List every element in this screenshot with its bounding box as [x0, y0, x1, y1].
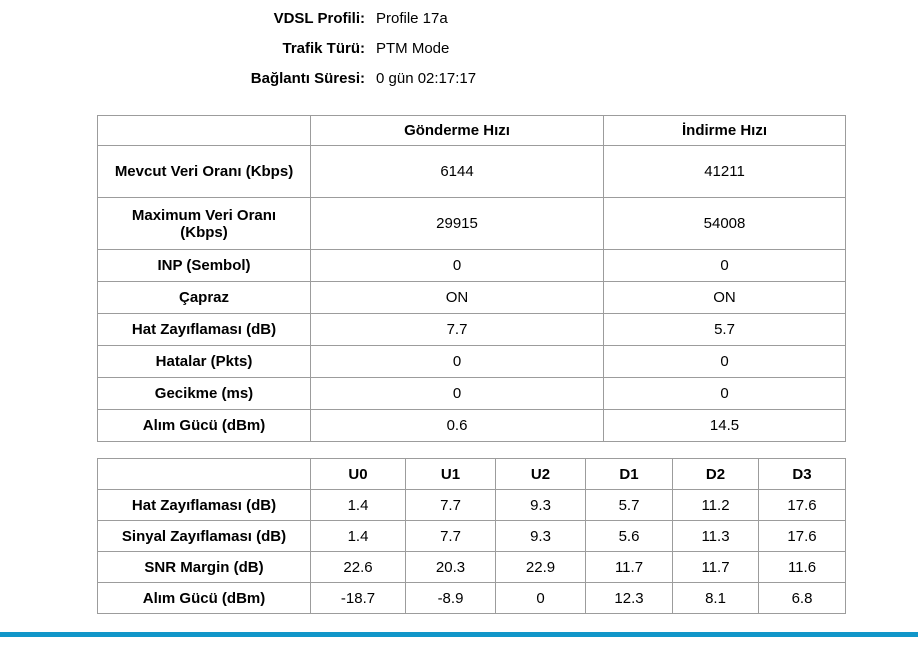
cell-value: 0 [310, 345, 604, 378]
column-header-empty [97, 458, 311, 490]
cell-value: 1.4 [310, 489, 406, 521]
cell-value: 5.6 [585, 520, 673, 552]
cell-value: 0 [603, 377, 846, 410]
info-row-traffic-type: Trafik Türü: PTM Mode [0, 33, 476, 63]
traffic-type-label: Trafik Türü: [282, 39, 365, 57]
row-label: SNR Margin (dB) [97, 551, 311, 583]
table-row: Sinyal Zayıflaması (dB) 1.4 7.7 9.3 5.6 … [97, 520, 846, 552]
cell-value: 0 [603, 249, 846, 282]
cell-value: 17.6 [758, 520, 846, 552]
table-row: Çapraz ON ON [97, 281, 846, 314]
column-header-empty [97, 115, 311, 146]
row-label: Maximum Veri Oranı (Kbps) [97, 197, 311, 250]
cell-value: 22.6 [310, 551, 406, 583]
connection-info: VDSL Profili: Profile 17a Trafik Türü: P… [0, 3, 476, 93]
cell-value: 20.3 [405, 551, 496, 583]
table-row: Gecikme (ms) 0 0 [97, 377, 846, 410]
cell-value: 9.3 [495, 489, 586, 521]
table-row: Hat Zayıflaması (dB) 7.7 5.7 [97, 313, 846, 346]
column-header-u2: U2 [495, 458, 586, 490]
band-table-header-row: U0 U1 U2 D1 D2 D3 [97, 458, 846, 490]
cell-value: 7.7 [310, 313, 604, 346]
cell-value: 5.7 [603, 313, 846, 346]
cell-value: 5.7 [585, 489, 673, 521]
column-header-upload: Gönderme Hızı [310, 115, 604, 146]
row-label: Hat Zayıflaması (dB) [97, 489, 311, 521]
cell-value: 0 [310, 377, 604, 410]
cell-value: -8.9 [405, 582, 496, 614]
cell-value: 0 [495, 582, 586, 614]
table-row: Alım Gücü (dBm) 0.6 14.5 [97, 409, 846, 442]
column-header-d3: D3 [758, 458, 846, 490]
table-row: Hatalar (Pkts) 0 0 [97, 345, 846, 378]
cell-value: 0.6 [310, 409, 604, 442]
cell-value: 0 [603, 345, 846, 378]
cell-value: 7.7 [405, 489, 496, 521]
cell-value: 6144 [310, 145, 604, 198]
cell-value: 11.3 [672, 520, 759, 552]
row-label: Hatalar (Pkts) [97, 345, 311, 378]
cell-value: 11.7 [672, 551, 759, 583]
info-row-vdsl-profile: VDSL Profili: Profile 17a [0, 3, 476, 33]
cell-value: 17.6 [758, 489, 846, 521]
band-table: U0 U1 U2 D1 D2 D3 Hat Zayıflaması (dB) 1… [97, 458, 846, 614]
vdsl-profile-value: Profile 17a [376, 9, 448, 27]
connection-time-value: 0 gün 02:17:17 [376, 69, 477, 87]
cell-value: ON [603, 281, 846, 314]
cell-value: 14.5 [603, 409, 846, 442]
table-row: Mevcut Veri Oranı (Kbps) 6144 41211 [97, 145, 846, 198]
cell-value: 1.4 [310, 520, 406, 552]
cell-value: 8.1 [672, 582, 759, 614]
row-label: Çapraz [97, 281, 311, 314]
table-row: SNR Margin (dB) 22.6 20.3 22.9 11.7 11.7… [97, 551, 846, 583]
cell-value: 54008 [603, 197, 846, 250]
cell-value: 11.7 [585, 551, 673, 583]
cell-value: 29915 [310, 197, 604, 250]
cell-value: 0 [310, 249, 604, 282]
cell-value: 7.7 [405, 520, 496, 552]
connection-time-label: Bağlantı Süresi: [250, 69, 365, 87]
column-header-download: İndirme Hızı [603, 115, 846, 146]
row-label: Mevcut Veri Oranı (Kbps) [97, 145, 311, 198]
rate-table-header-row: Gönderme Hızı İndirme Hızı [97, 115, 846, 146]
column-header-d1: D1 [585, 458, 673, 490]
row-label: Sinyal Zayıflaması (dB) [97, 520, 311, 552]
table-row: INP (Sembol) 0 0 [97, 249, 846, 282]
vdsl-profile-label: VDSL Profili: [273, 9, 365, 27]
info-row-connection-time: Bağlantı Süresi: 0 gün 02:17:17 [0, 63, 476, 93]
cell-value: 22.9 [495, 551, 586, 583]
cell-value: 11.2 [672, 489, 759, 521]
cell-value: 12.3 [585, 582, 673, 614]
table-row: Hat Zayıflaması (dB) 1.4 7.7 9.3 5.7 11.… [97, 489, 846, 521]
cell-value: 11.6 [758, 551, 846, 583]
row-label: Hat Zayıflaması (dB) [97, 313, 311, 346]
table-row: Maximum Veri Oranı (Kbps) 29915 54008 [97, 197, 846, 250]
row-label: Alım Gücü (dBm) [97, 409, 311, 442]
cell-value: -18.7 [310, 582, 406, 614]
traffic-type-value: PTM Mode [376, 39, 450, 57]
cell-value: 9.3 [495, 520, 586, 552]
cell-value: 6.8 [758, 582, 846, 614]
row-label: INP (Sembol) [97, 249, 311, 282]
cell-value: ON [310, 281, 604, 314]
table-row: Alım Gücü (dBm) -18.7 -8.9 0 12.3 8.1 6.… [97, 582, 846, 614]
rate-table: Gönderme Hızı İndirme Hızı Mevcut Veri O… [97, 115, 846, 442]
column-header-d2: D2 [672, 458, 759, 490]
row-label: Alım Gücü (dBm) [97, 582, 311, 614]
footer-divider [0, 632, 918, 637]
column-header-u0: U0 [310, 458, 406, 490]
column-header-u1: U1 [405, 458, 496, 490]
cell-value: 41211 [603, 145, 846, 198]
row-label: Gecikme (ms) [97, 377, 311, 410]
